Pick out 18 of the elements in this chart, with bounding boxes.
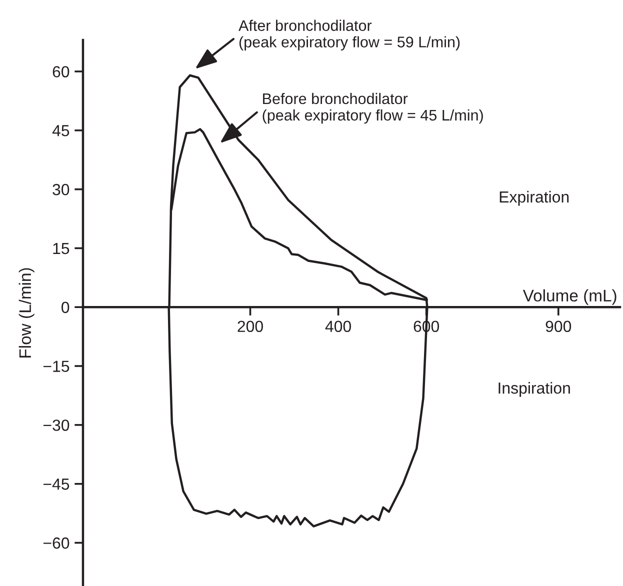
y-tick-label: 0 <box>62 302 70 314</box>
y-tick-label: −60 <box>43 537 70 549</box>
x-tick-label: 900 <box>546 320 572 332</box>
x-tick-label: 200 <box>238 320 263 332</box>
y-axis-title: Flow (L/min) <box>18 268 34 358</box>
x-tick-label: 400 <box>325 320 351 332</box>
annotation: After bronchodilator (peak expiratory flow = 59 L/min) <box>238 20 460 50</box>
y-tick-label: −15 <box>43 360 70 372</box>
y-tick-label: 15 <box>53 243 70 254</box>
y-tick-label: 30 <box>52 184 70 196</box>
x-axis-title: Volume (mL) <box>522 289 616 305</box>
y-tick-label: 60 <box>52 66 70 78</box>
y-tick-label: −30 <box>43 420 70 431</box>
y-tick-label: −45 <box>43 478 70 490</box>
annotation: Inspiration <box>498 382 570 397</box>
y-tick-label: 45 <box>52 125 70 136</box>
annotation: Expiration <box>500 190 569 206</box>
annotation: Before bronchodilator (peak expiratory flow = 45 L/min) <box>262 92 483 124</box>
